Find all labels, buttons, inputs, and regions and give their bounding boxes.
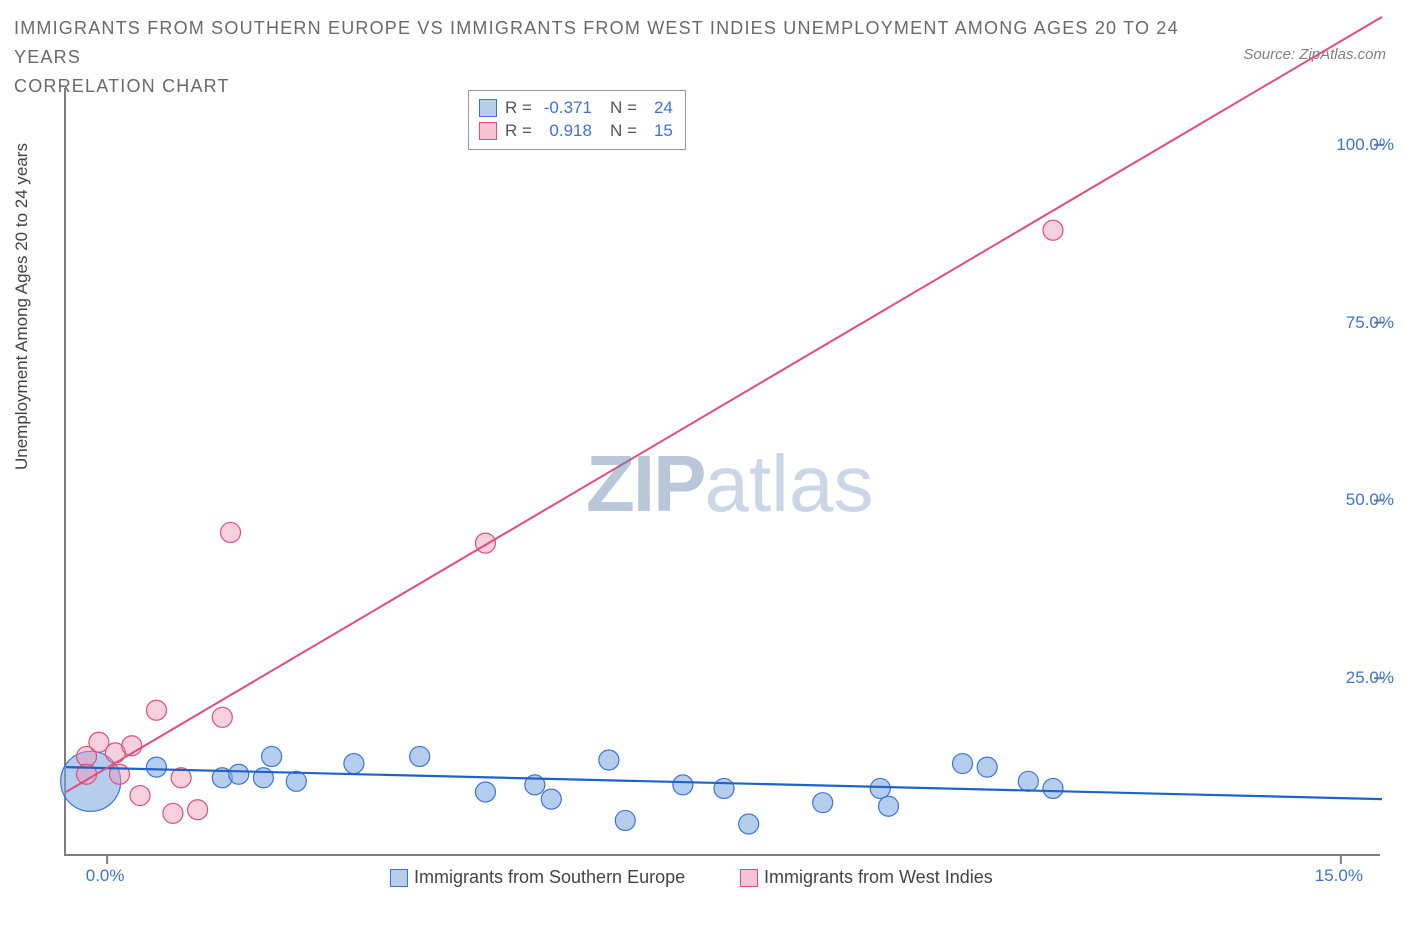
data-point [212, 707, 232, 727]
x-tick-label: 15.0% [1315, 866, 1363, 886]
data-point [130, 786, 150, 806]
data-point [163, 803, 183, 823]
data-point [188, 800, 208, 820]
legend-swatch [479, 99, 497, 117]
r-value: -0.371 [540, 97, 592, 120]
data-point [286, 771, 306, 791]
data-point [879, 796, 899, 816]
data-point [1043, 220, 1063, 240]
stats-row: R = -0.371 N = 24 [479, 97, 673, 120]
legend-label: Immigrants from Southern Europe [414, 867, 685, 888]
source-caption: Source: ZipAtlas.com [1243, 46, 1386, 63]
y-tick-label: 25.0% [1346, 668, 1394, 688]
data-point [410, 746, 430, 766]
data-point [146, 757, 166, 777]
legend-item: Immigrants from West Indies [740, 867, 993, 888]
legend-swatch [740, 869, 758, 887]
y-axis-label: Unemployment Among Ages 20 to 24 years [12, 143, 32, 470]
plot-svg [66, 88, 1380, 854]
n-value: 24 [645, 97, 673, 120]
data-point [541, 789, 561, 809]
y-tick-label: 75.0% [1346, 313, 1394, 333]
legend-swatch [479, 122, 497, 140]
source-label: Source: [1243, 46, 1295, 63]
data-point [739, 814, 759, 834]
correlation-stats-box: R = -0.371 N = 24 R = 0.918 N = 15 [468, 90, 686, 150]
plot-area: ZIPatlas R =-0.371N =24R =0.918N =15 [64, 88, 1380, 856]
data-point [977, 757, 997, 777]
data-point [1018, 771, 1038, 791]
data-point [673, 775, 693, 795]
data-point [344, 754, 364, 774]
stats-row: R = 0.918 N = 15 [479, 120, 673, 143]
n-label: N = [610, 97, 637, 120]
data-point [1043, 778, 1063, 798]
legend-item: Immigrants from Southern Europe [390, 867, 685, 888]
data-point [146, 700, 166, 720]
r-label: R = [505, 120, 532, 143]
x-tick-label: 0.0% [86, 866, 125, 886]
data-point [599, 750, 619, 770]
title-line-1: IMMIGRANTS FROM SOUTHERN EUROPE VS IMMIG… [14, 18, 1179, 67]
r-value: 0.918 [540, 120, 592, 143]
data-point [615, 810, 635, 830]
data-point [229, 764, 249, 784]
data-point [870, 778, 890, 798]
y-tick-label: 100.0% [1336, 135, 1394, 155]
chart-container: IMMIGRANTS FROM SOUTHERN EUROPE VS IMMIG… [0, 0, 1406, 930]
source-value: ZipAtlas.com [1299, 46, 1386, 63]
data-point [475, 782, 495, 802]
regression-line [66, 17, 1382, 792]
y-tick-label: 50.0% [1346, 490, 1394, 510]
data-point [262, 746, 282, 766]
data-point [813, 793, 833, 813]
r-label: R = [505, 97, 532, 120]
data-point [714, 778, 734, 798]
legend-swatch [390, 869, 408, 887]
data-point [953, 754, 973, 774]
legend-label: Immigrants from West Indies [764, 867, 993, 888]
data-point [221, 522, 241, 542]
n-value: 15 [645, 120, 673, 143]
n-label: N = [610, 120, 637, 143]
